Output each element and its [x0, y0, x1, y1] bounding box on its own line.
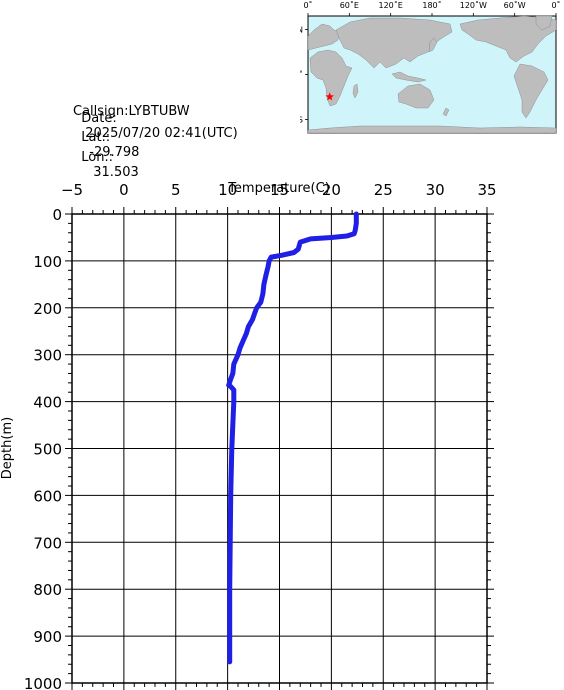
map-lon-label: 180˚	[422, 0, 441, 10]
lat-row: Lat.: -29.798	[73, 115, 139, 160]
x-tick-label: 20	[322, 181, 341, 199]
x-tick-label: 30	[426, 181, 445, 199]
lon-row: Lon.: 31.503	[73, 135, 139, 180]
date-label: Date:	[81, 111, 117, 126]
madagascar-landmass	[352, 83, 359, 99]
asia-landmass	[335, 17, 453, 69]
date-value: 2025/07/20 02:41(UTC)	[85, 126, 238, 141]
new-zealand-landmass	[442, 107, 450, 117]
map-tick-marks	[305, 13, 557, 120]
greenland-landmass	[535, 15, 553, 31]
red-star-icon	[325, 92, 334, 101]
y-tick-label: 500	[33, 441, 62, 459]
map-lon-label: 60˚W	[504, 0, 526, 10]
lat-value: -29.798	[89, 145, 140, 160]
x-tick-label: −5	[61, 181, 83, 199]
antarctica-landmass	[307, 125, 557, 134]
minor-ticks	[65, 207, 494, 690]
y-tick-label: 400	[33, 394, 62, 412]
station-info: Callsign:LYBTUBW	[73, 74, 190, 134]
australia-landmass	[397, 83, 435, 109]
lat-label: Lat.:	[81, 130, 111, 145]
y-tick-label: 600	[33, 487, 62, 505]
map-lat-label: 60˚N	[300, 25, 303, 35]
y-tick-label: 1000	[24, 675, 62, 690]
y-tick-label: 700	[33, 534, 62, 552]
temperature-depth-chart: −5 0 5 10 15 20 25 30 35 0 100 200 300 400 500 600 700 8…	[0, 181, 497, 690]
x-tick-label: 15	[270, 181, 289, 199]
y-tick-label: 0	[52, 206, 62, 224]
callsign-text: Callsign:LYBTUBW	[73, 104, 190, 119]
world-map: 0˚ 60˚E 120˚E 180˚ 120˚W 60˚W 0˚ 60˚N 0˚ 60˚S	[300, 0, 561, 134]
x-tick-label: 10	[218, 181, 237, 199]
map-lat-label: 0˚	[300, 70, 303, 80]
location-marker	[325, 92, 334, 101]
indonesia-landmass	[391, 71, 427, 83]
y-tick-label: 100	[33, 253, 62, 271]
japan-landmass	[428, 37, 438, 53]
chart-grid	[71, 213, 488, 684]
y-tick-labels: 0 100 200 300 400 500 600 700 800 900 1000	[24, 206, 62, 690]
x-tick-labels: −5 0 5 10 15 20 25 30 35	[61, 181, 497, 199]
map-land	[307, 15, 557, 134]
x-tick-label: 0	[119, 181, 129, 199]
y-axis-label: Depth(m)	[0, 417, 15, 479]
y-tick-label: 200	[33, 300, 62, 318]
x-tick-label: 5	[171, 181, 181, 199]
map-lon-label: 0˚	[551, 0, 560, 10]
temperature-profile-line	[226, 211, 359, 665]
map-lon-label: 60˚E	[340, 0, 359, 10]
x-axis-label: Temperature(C)	[227, 181, 330, 196]
map-lon-label: 120˚E	[379, 0, 403, 10]
map-lon-label: 0˚	[303, 0, 312, 10]
y-tick-label: 300	[33, 347, 62, 365]
y-tick-label: 900	[33, 628, 62, 646]
africa-landmass	[309, 49, 353, 107]
map-tick-labels: 0˚ 60˚E 120˚E 180˚ 120˚W 60˚W 0˚ 60˚N 0˚ 60˚S	[300, 0, 561, 125]
south-america-landmass	[513, 63, 549, 119]
lon-label: Lon.:	[81, 150, 113, 165]
map-lon-label: 120˚W	[460, 0, 487, 10]
x-tick-label: 35	[477, 181, 496, 199]
date-row: Date: 2025/07/20 02:41(UTC)	[73, 96, 238, 141]
lon-value: 31.503	[93, 165, 139, 180]
x-tick-label: 25	[374, 181, 393, 199]
map-lat-label: 60˚S	[300, 115, 303, 125]
north-america-landmass	[459, 15, 557, 63]
y-tick-label: 800	[33, 581, 62, 599]
